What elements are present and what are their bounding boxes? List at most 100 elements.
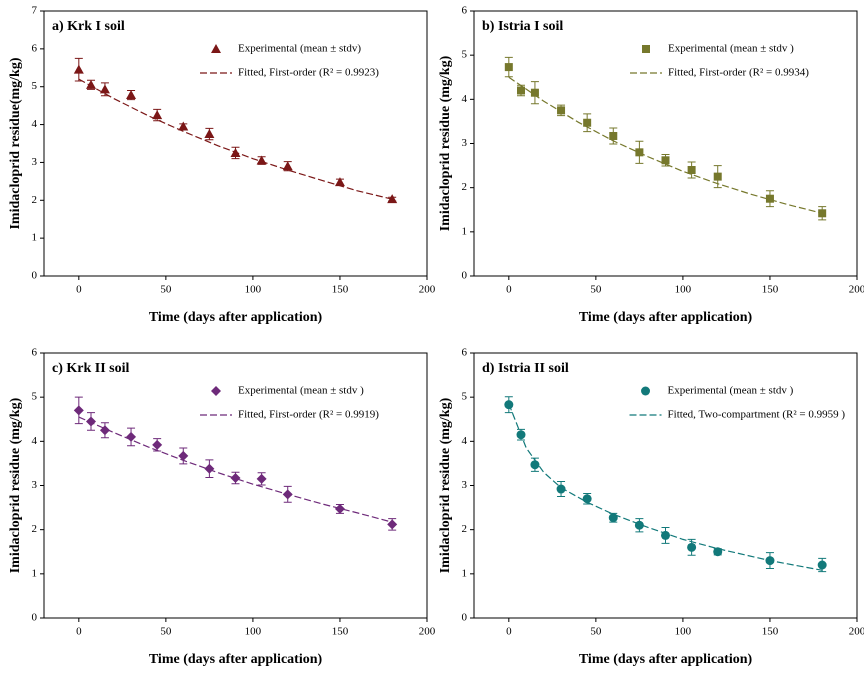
y-axis-label: Imidacloprid residue (mg/kg) (8, 397, 23, 573)
x-tick-label: 100 (245, 284, 262, 296)
legend-label: Experimental (mean ± stdv ) (668, 385, 794, 397)
data-point (609, 131, 618, 140)
y-tick-label: 1 (462, 225, 468, 237)
x-axis-label: Time (days after application) (579, 652, 753, 667)
chart-title: b) Istria I soil (482, 19, 563, 34)
data-point (86, 79, 97, 89)
x-tick-label: 50 (160, 626, 172, 638)
chart-title: a) Krk I soil (52, 19, 125, 34)
data-point (230, 472, 241, 483)
y-tick-label: 6 (32, 347, 38, 359)
data-point (517, 86, 526, 95)
y-tick-label: 1 (462, 567, 468, 579)
plot-frame (473, 10, 858, 277)
data-point (765, 194, 774, 203)
data-point (126, 431, 137, 442)
data-point (608, 513, 618, 523)
data-point (582, 494, 592, 504)
x-tick-label: 150 (762, 284, 779, 296)
data-point (152, 110, 163, 120)
data-point (583, 118, 592, 127)
data-point (530, 88, 539, 97)
x-tick-label: 150 (332, 626, 349, 638)
data-point (817, 560, 827, 570)
data-point (73, 405, 84, 416)
data-point (557, 106, 566, 115)
y-tick-label: 4 (32, 435, 38, 447)
data-point (73, 64, 84, 74)
data-point (334, 177, 345, 187)
y-tick-label: 5 (462, 49, 468, 61)
y-tick-label: 3 (462, 479, 468, 491)
legend-label: Experimental (mean ± stdv ) (238, 385, 364, 397)
legend-label: Fitted, First-order (R² = 0.9919) (238, 409, 379, 421)
data-point (152, 439, 163, 450)
data-point (687, 166, 696, 174)
y-tick-label: 0 (462, 270, 468, 282)
plot-frame (473, 352, 858, 619)
data-point (204, 129, 215, 139)
x-axis-label: Time (days after application) (579, 310, 753, 325)
legend-marker (211, 44, 221, 53)
data-point (713, 172, 722, 181)
fitted-line (508, 76, 823, 214)
y-tick-label: 0 (462, 612, 468, 624)
chart-title: d) Istria II soil (482, 361, 569, 376)
y-tick-label: 6 (32, 42, 38, 54)
x-tick-label: 200 (419, 626, 436, 638)
y-tick-label: 5 (32, 391, 38, 403)
y-tick-label: 5 (32, 80, 38, 92)
y-tick-label: 2 (462, 523, 468, 535)
x-tick-label: 0 (506, 284, 512, 296)
fitted-line (78, 78, 393, 200)
y-tick-label: 3 (32, 156, 38, 168)
data-point (126, 90, 137, 100)
x-tick-label: 50 (590, 284, 602, 296)
y-tick-label: 0 (32, 270, 38, 282)
y-tick-label: 2 (462, 181, 468, 193)
legend-marker (641, 386, 651, 396)
y-axis-label: Imidacloprid residue(mg/kg) (8, 57, 23, 229)
plot-frame (43, 10, 428, 277)
x-tick-label: 100 (245, 626, 262, 638)
fitted-line (78, 416, 393, 523)
x-tick-label: 150 (332, 284, 349, 296)
x-tick-label: 50 (590, 626, 602, 638)
legend-label: Experimental (mean ± stdv) (238, 43, 361, 55)
data-point (530, 460, 540, 470)
x-tick-label: 200 (419, 284, 436, 296)
legend-marker (211, 386, 221, 396)
legend-label: Experimental (mean ± stdv ) (668, 43, 794, 55)
x-tick-label: 200 (849, 284, 864, 296)
y-tick-label: 4 (462, 93, 468, 105)
y-tick-label: 1 (32, 232, 38, 244)
x-axis-label: Time (days after application) (149, 652, 323, 667)
y-tick-label: 2 (32, 194, 38, 206)
data-point (204, 463, 215, 474)
data-point (661, 156, 670, 165)
data-point (713, 547, 723, 557)
x-tick-label: 100 (675, 626, 692, 638)
fitted-line (508, 403, 823, 571)
y-tick-label: 5 (462, 391, 468, 403)
data-point (256, 473, 267, 484)
data-point (99, 84, 110, 94)
plot-frame (43, 352, 428, 619)
x-tick-label: 0 (76, 284, 82, 296)
y-tick-label: 7 (32, 5, 38, 17)
legend-label: Fitted, First-order (R² = 0.9934) (668, 67, 809, 79)
x-tick-label: 150 (762, 626, 779, 638)
legend-label: Fitted, Two-compartment (R² = 0.9959 ) (668, 409, 846, 421)
x-tick-label: 0 (506, 626, 512, 638)
data-point (282, 161, 293, 171)
data-point (86, 416, 97, 427)
x-axis-label: Time (days after application) (149, 310, 323, 325)
y-axis-label: Imidacloprid residue (mg/kg) (438, 397, 453, 573)
data-point (334, 503, 345, 514)
y-tick-label: 4 (462, 435, 468, 447)
legend-marker (642, 45, 650, 53)
data-point (178, 450, 189, 461)
data-point (556, 484, 566, 494)
